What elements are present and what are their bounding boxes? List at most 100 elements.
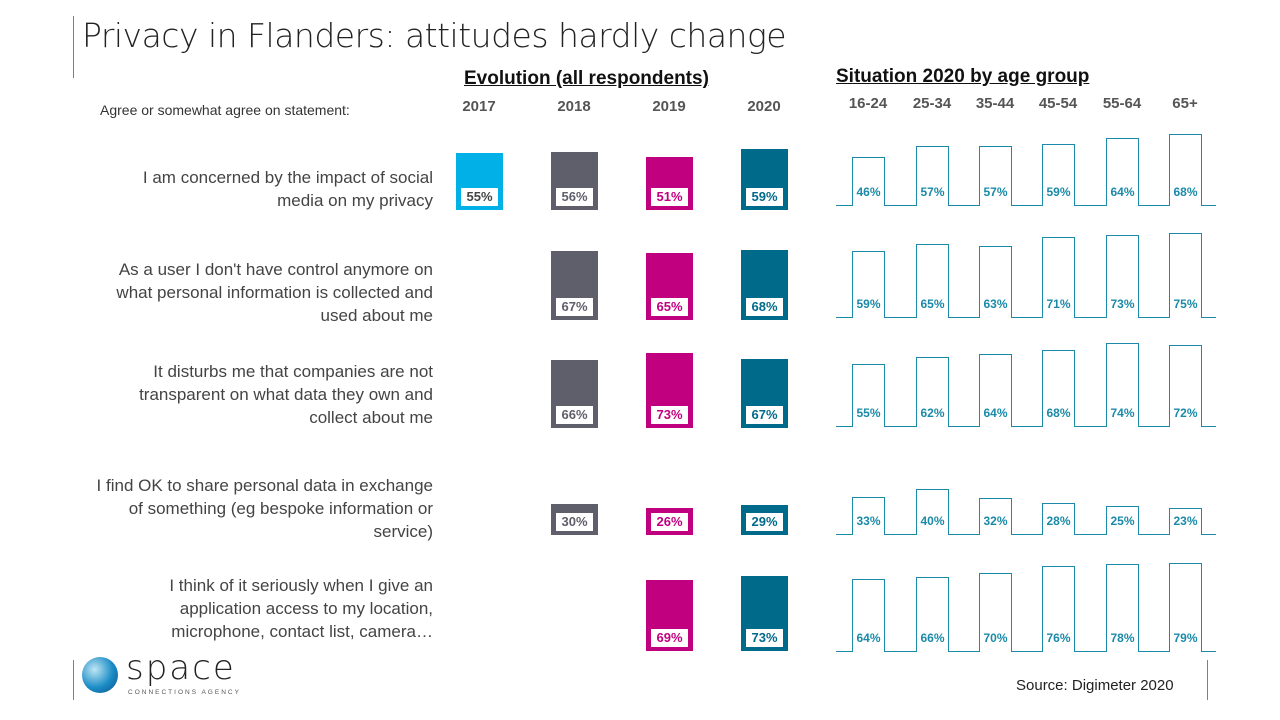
age-value-label: 76% — [1046, 631, 1071, 645]
age-bar — [1042, 143, 1075, 206]
evolution-value-label: 73% — [746, 629, 783, 647]
age-bar — [979, 145, 1012, 206]
age-bar — [1042, 565, 1075, 652]
age-value-label: 74% — [1110, 406, 1135, 420]
logo-tagline: CONNECTIONS AGENCY — [128, 689, 241, 696]
age-label: 35-44 — [975, 95, 1015, 112]
statement-label: I find OK to share personal data in exch… — [96, 476, 433, 541]
age-value-label: 63% — [983, 297, 1008, 311]
statement-label: I think of it seriously when I give an a… — [169, 576, 433, 641]
age-axis-line — [836, 534, 1216, 535]
age-value-label: 68% — [1046, 406, 1071, 420]
age-value-label: 79% — [1173, 631, 1198, 645]
age-axis-line — [836, 205, 1216, 206]
title-accent-line — [73, 16, 74, 78]
age-bar — [852, 497, 885, 535]
age-value-label: 57% — [983, 185, 1008, 199]
age-bar — [916, 145, 949, 206]
age-value-label: 70% — [983, 631, 1008, 645]
age-bar — [1169, 233, 1202, 318]
logo-name: space — [126, 648, 236, 688]
evolution-value-label: 26% — [651, 513, 688, 531]
age-value-label: 64% — [983, 406, 1008, 420]
page-title: Privacy in Flanders: attitudes hardly ch… — [82, 16, 787, 55]
age-label: 65+ — [1172, 95, 1198, 112]
age-bar — [1106, 235, 1139, 318]
age-value-label: 73% — [1110, 297, 1135, 311]
age-value-label: 68% — [1173, 185, 1198, 199]
age-label: 16-24 — [848, 95, 888, 112]
age-bar — [979, 498, 1012, 535]
age-value-label: 57% — [920, 185, 945, 199]
evolution-value-label: 67% — [746, 406, 783, 424]
age-value-label: 28% — [1046, 514, 1071, 528]
evolution-value-label: 51% — [651, 188, 688, 206]
evolution-value-label: 69% — [651, 629, 688, 647]
age-bar — [1169, 134, 1202, 206]
age-bar — [852, 250, 885, 318]
age-value-label: 33% — [856, 514, 881, 528]
age-bar — [1169, 345, 1202, 427]
age-axis-line — [836, 317, 1216, 318]
source-note: Source: Digimeter 2020 — [1016, 677, 1174, 694]
age-value-label: 40% — [920, 514, 945, 528]
logo-accent-line — [73, 660, 74, 700]
age-bar — [1106, 138, 1139, 206]
statement-label: It disturbs me that companies are not tr… — [139, 362, 433, 427]
age-bar — [916, 244, 949, 318]
age-bar — [1042, 502, 1075, 535]
age-value-label: 55% — [856, 406, 881, 420]
age-bar — [979, 246, 1012, 318]
age-value-label: 23% — [1173, 514, 1198, 528]
age-bar — [1106, 343, 1139, 427]
age-bar — [916, 577, 949, 652]
evolution-value-label: 67% — [556, 298, 593, 316]
statement-label: As a user I don't have control anymore o… — [116, 260, 433, 325]
age-bar — [979, 354, 1012, 427]
year-label: 2017 — [462, 98, 496, 115]
age-axis-line — [836, 651, 1216, 652]
age-label: 45-54 — [1038, 95, 1078, 112]
evolution-value-label: 55% — [461, 188, 498, 206]
subtitle: Agree or somewhat agree on statement: — [100, 102, 350, 118]
statement-label: I am concerned by the impact of social m… — [142, 168, 433, 210]
age-value-label: 25% — [1110, 514, 1135, 528]
age-value-label: 46% — [856, 185, 881, 199]
evolution-value-label: 66% — [556, 406, 593, 424]
source-accent-line — [1207, 660, 1208, 700]
evolution-value-label: 56% — [556, 188, 593, 206]
age-bar — [1169, 562, 1202, 652]
age-bar — [852, 364, 885, 427]
age-value-label: 59% — [1046, 185, 1071, 199]
evolution-value-label: 30% — [556, 513, 593, 531]
age-bar — [852, 579, 885, 652]
age-label: 55-64 — [1102, 95, 1142, 112]
age-bar — [1106, 506, 1139, 535]
year-label: 2019 — [652, 98, 686, 115]
year-label: 2020 — [747, 98, 781, 115]
age-bar — [1042, 349, 1075, 427]
age-value-label: 66% — [920, 631, 945, 645]
age-bar — [916, 489, 949, 535]
logo-globe-icon — [82, 657, 118, 693]
evolution-value-label: 73% — [651, 406, 688, 424]
age-value-label: 59% — [856, 297, 881, 311]
evolution-value-label: 59% — [746, 188, 783, 206]
age-value-label: 71% — [1046, 297, 1071, 311]
evolution-value-label: 29% — [746, 513, 783, 531]
evolution-value-label: 65% — [651, 298, 688, 316]
age-value-label: 78% — [1110, 631, 1135, 645]
age-bar — [979, 572, 1012, 652]
year-label: 2018 — [557, 98, 591, 115]
evolution-value-label: 68% — [746, 298, 783, 316]
age-value-label: 75% — [1173, 297, 1198, 311]
age-bar — [852, 157, 885, 206]
age-bar — [1106, 563, 1139, 652]
age-bar — [1042, 237, 1075, 318]
age-bar — [1169, 508, 1202, 535]
age-label: 25-34 — [912, 95, 952, 112]
age-value-label: 62% — [920, 406, 945, 420]
age-axis-line — [836, 426, 1216, 427]
age-bar — [916, 356, 949, 427]
age-value-label: 32% — [983, 514, 1008, 528]
